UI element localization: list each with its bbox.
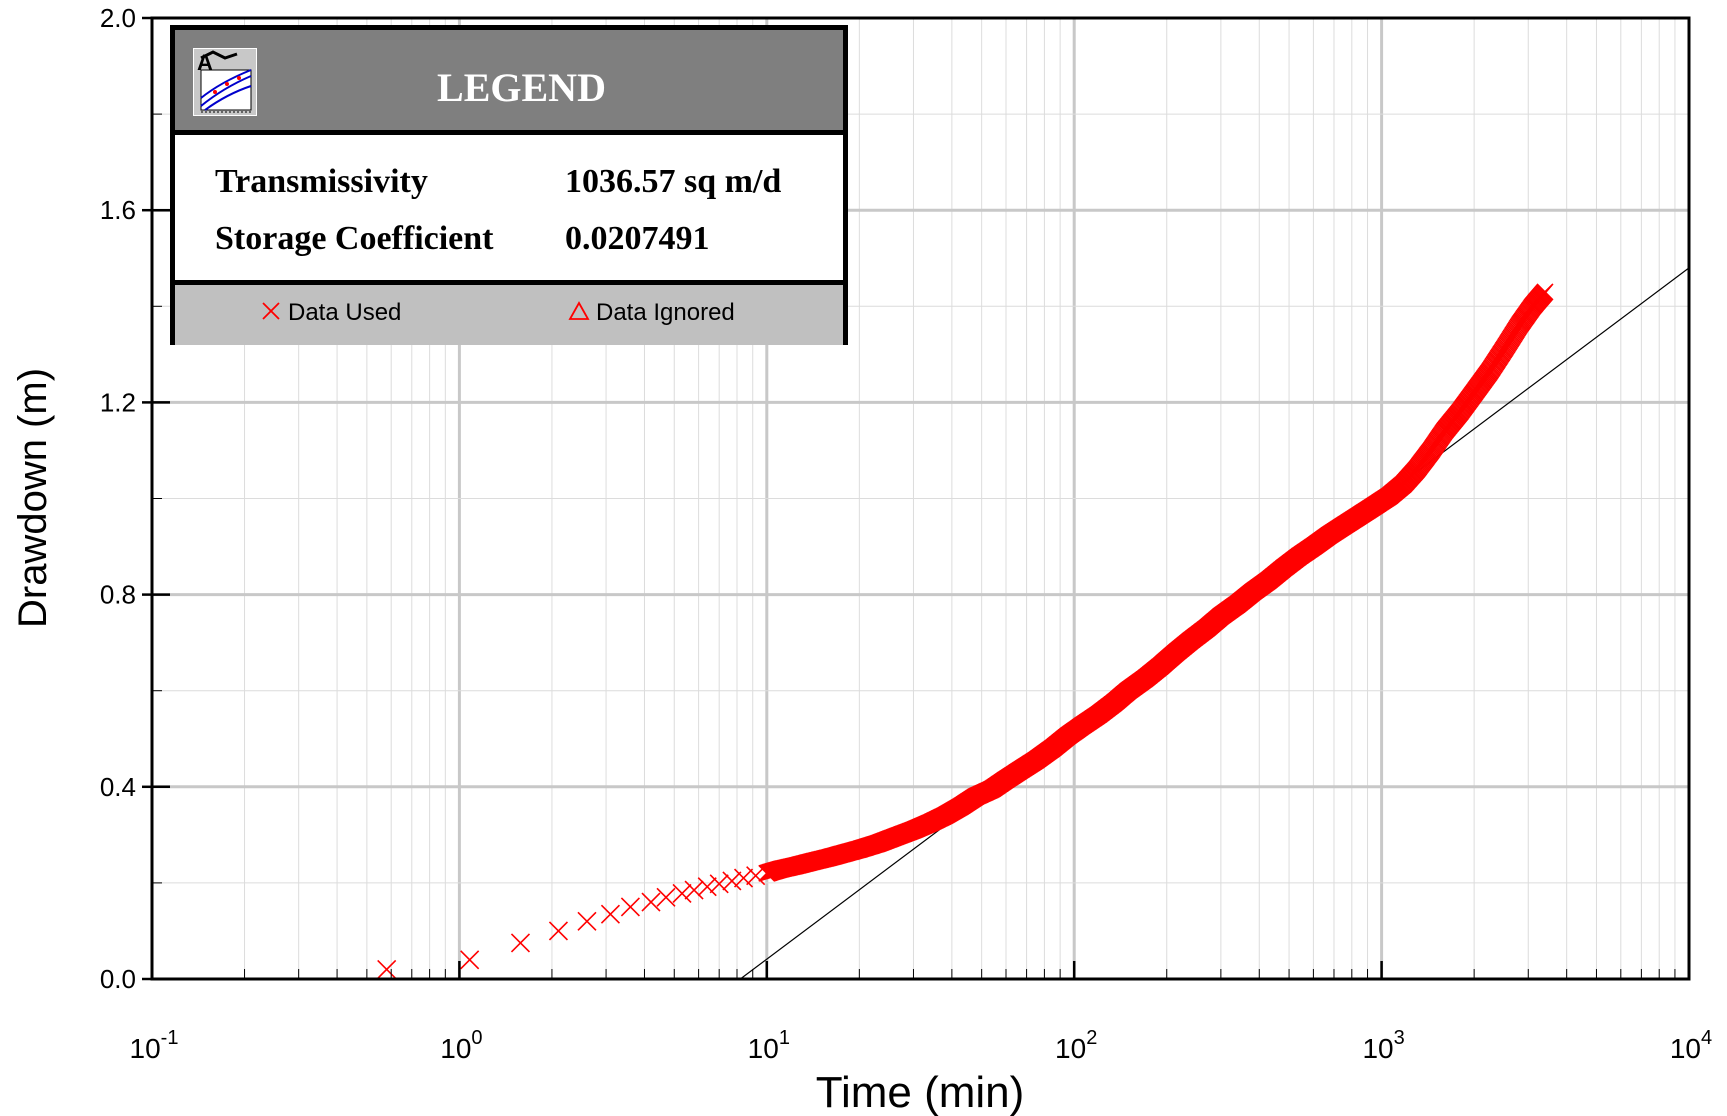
data-point: [460, 950, 480, 970]
y-tick-label: 0.8: [100, 580, 136, 610]
x-axis-label: Time (min): [816, 1068, 1025, 1116]
legend-parameters: Transmissivity 1036.57 sq m/d Storage Co…: [175, 135, 843, 285]
data-point: [722, 871, 742, 891]
data-point: [577, 911, 597, 931]
y-axis-label: Drawdown (m): [11, 368, 55, 628]
legend-keys: Data Used Data Ignored: [175, 285, 843, 345]
legend-key-data-ignored: Data Ignored: [568, 299, 735, 327]
legend-key-label: Data Ignored: [596, 299, 735, 326]
aquifer-logo-icon: A: [193, 48, 257, 116]
legend-title: LEGEND: [437, 65, 606, 110]
x-tick-label: 103: [1362, 1027, 1404, 1064]
legend-panel: A LEGEND Transmissivity 1036.57 sq m/d S…: [170, 25, 848, 345]
data-point: [746, 866, 766, 886]
x-tick-label: 10-1: [130, 1027, 179, 1064]
data-point: [600, 904, 621, 924]
param-name: Storage Coefficient: [215, 220, 494, 257]
data-point: [620, 897, 640, 917]
data-point: [672, 883, 692, 904]
y-tick-label: 1.6: [100, 195, 136, 225]
legend-key-label: Data Used: [288, 299, 402, 326]
y-tick-label: 2.0: [100, 3, 136, 33]
data-point: [548, 921, 569, 941]
axis-ticks: 0.0 0.4 0.8 1.2 1.6 2.0 10-1 100 101 102 103 104: [100, 3, 1712, 1064]
y-tick-label: 1.2: [100, 387, 136, 417]
param-value: 1036.57 sq m/d: [565, 163, 782, 200]
triangle-marker-icon: [568, 301, 590, 320]
x-marker-icon: [262, 302, 280, 320]
data-point: [510, 933, 531, 953]
data-point: [733, 868, 754, 888]
param-value: 0.0207491: [565, 220, 710, 257]
data-point: [656, 887, 676, 907]
x-tick-label: 101: [748, 1027, 790, 1064]
data-point: [377, 959, 397, 979]
data-points: [377, 283, 1554, 979]
y-tick-label: 0.4: [100, 772, 136, 802]
legend-key-data-used: Data Used: [260, 299, 401, 327]
param-name: Transmissivity: [215, 163, 428, 200]
legend-header: A LEGEND: [175, 30, 843, 135]
y-tick-label: 0.0: [100, 964, 136, 994]
data-point: [641, 892, 661, 912]
svg-text:A: A: [197, 50, 213, 75]
data-point: [684, 880, 704, 900]
x-tick-label: 102: [1055, 1027, 1097, 1064]
data-point: [697, 877, 717, 897]
data-point: [1536, 283, 1554, 301]
x-tick-label: 104: [1670, 1027, 1712, 1064]
x-tick-label: 100: [440, 1027, 482, 1064]
data-point: [709, 874, 729, 894]
